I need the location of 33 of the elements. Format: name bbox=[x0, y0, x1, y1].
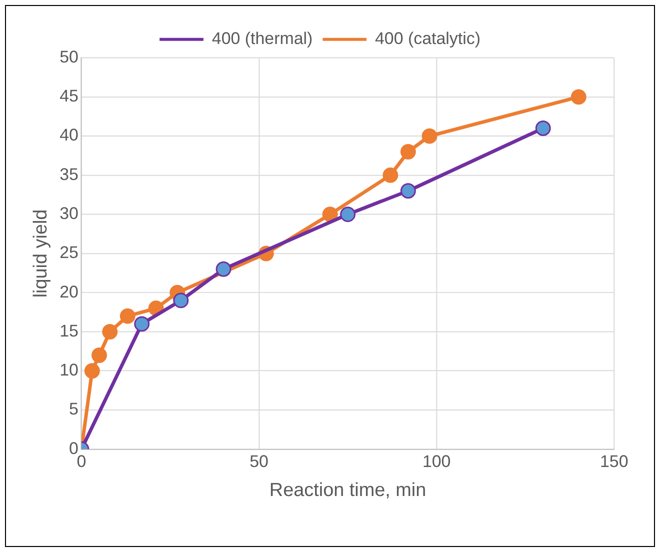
y-tick-label: 5 bbox=[69, 400, 78, 419]
point bbox=[92, 348, 107, 363]
point bbox=[400, 183, 416, 199]
point bbox=[102, 324, 118, 340]
point bbox=[422, 128, 438, 144]
y-tick-label: 25 bbox=[60, 243, 78, 262]
y-tick-label: 30 bbox=[60, 204, 78, 224]
y-tick-label: 10 bbox=[60, 360, 78, 380]
y-tick-label: 45 bbox=[60, 86, 78, 106]
point bbox=[216, 261, 232, 277]
y-axis-title: liquid yield bbox=[30, 209, 52, 298]
legend-label: 400 (catalytic) bbox=[375, 29, 480, 48]
point bbox=[173, 292, 189, 308]
x-tick-label: 150 bbox=[600, 452, 628, 471]
y-tick-label: 0 bbox=[69, 438, 78, 458]
y-tick-label: 50 bbox=[60, 47, 78, 66]
point bbox=[382, 167, 398, 183]
y-tick-label: 20 bbox=[60, 282, 78, 302]
point bbox=[84, 363, 100, 379]
point bbox=[322, 206, 338, 222]
point bbox=[570, 89, 586, 105]
legend-label: 400 (thermal) bbox=[212, 29, 313, 48]
y-tick-label: 35 bbox=[60, 164, 78, 184]
x-tick-label: 50 bbox=[250, 452, 268, 471]
point bbox=[400, 144, 416, 160]
x-tick-label: 100 bbox=[422, 452, 451, 471]
y-tick-label: 15 bbox=[60, 321, 78, 340]
point bbox=[120, 308, 136, 324]
x-axis-title: Reaction time, min bbox=[269, 480, 426, 502]
point bbox=[535, 120, 551, 136]
point bbox=[340, 206, 356, 222]
y-tick-label: 40 bbox=[60, 126, 78, 145]
point bbox=[134, 316, 150, 332]
